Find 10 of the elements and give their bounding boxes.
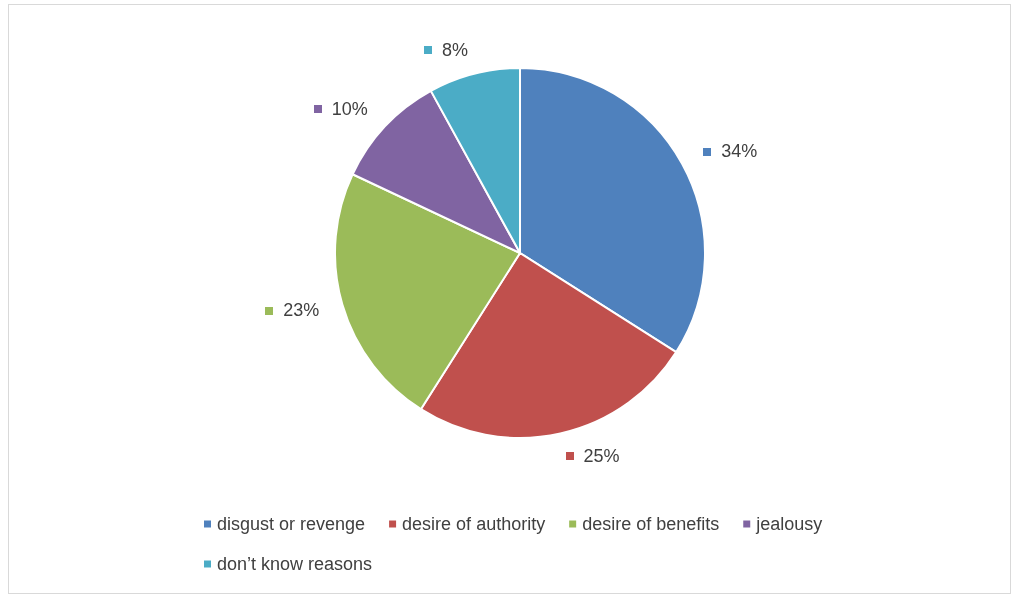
legend-label: jealousy: [755, 514, 823, 534]
data-label: 10%: [331, 98, 368, 120]
legend-label: disgust or revenge: [217, 514, 366, 534]
legend-label: don’t know reasons: [217, 554, 373, 574]
legend-label: desire of authority: [402, 514, 546, 534]
data-label: 25%: [583, 445, 620, 467]
data-label: 34%: [721, 141, 758, 163]
data-label: 23%: [283, 300, 320, 322]
legend-label: desire of benefits: [582, 514, 720, 534]
data-label: 8%: [442, 39, 469, 61]
